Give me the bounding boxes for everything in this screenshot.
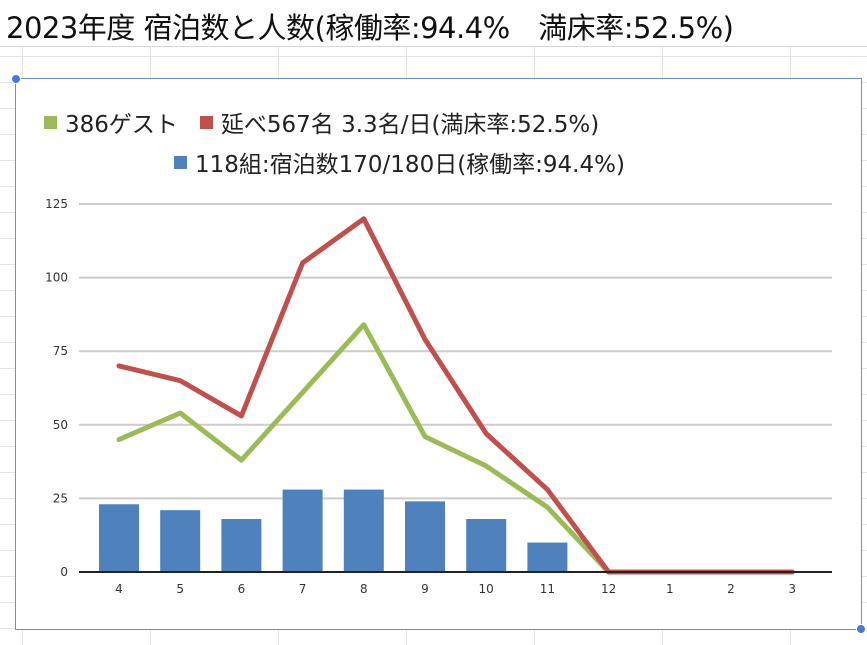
y-tick-label: 75: [53, 344, 68, 358]
bar: [160, 510, 201, 572]
legend-item-people: 延べ567名 3.3名/日(満床率:52.5%): [199, 105, 600, 139]
series-line: [116, 322, 795, 575]
x-tick-label: 11: [540, 582, 555, 596]
x-tick-label: 1: [666, 582, 674, 596]
resize-handle-bottom-right[interactable]: [856, 624, 866, 634]
x-tick-label: 9: [421, 582, 429, 596]
x-tick-label: 4: [115, 582, 123, 596]
x-tick-label: 2: [727, 582, 735, 596]
legend-label-people: 延べ567名 3.3名/日(満床率:52.5%): [220, 112, 600, 138]
x-tick-label: 8: [360, 582, 368, 596]
bar: [99, 504, 139, 572]
page-title: 2023年度 宿泊数と人数(稼働率:94.4% 満床率:52.5%): [6, 11, 734, 45]
resize-handle-top-left[interactable]: [11, 74, 21, 84]
bar: [343, 489, 384, 572]
x-tick-label: 12: [601, 582, 616, 596]
x-tick-label: 10: [479, 582, 494, 596]
bar: [405, 501, 445, 572]
y-tick-label: 25: [53, 491, 68, 505]
y-tick-label: 0: [60, 565, 68, 579]
y-tick-label: 50: [53, 418, 68, 432]
x-tick-label: 3: [788, 582, 796, 596]
legend-label-groups: 118組:宿泊数170/180日(稼働率:94.4%): [195, 152, 625, 178]
x-tick-label: 6: [238, 582, 246, 596]
bar: [221, 519, 262, 572]
legend-label-guests: 386ゲスト: [65, 112, 178, 138]
legend-swatch-people: [199, 115, 213, 129]
y-tick-label: 100: [45, 271, 68, 285]
x-tick-label: 5: [176, 582, 184, 596]
y-tick-label: 125: [45, 197, 68, 211]
legend-item-guests: 386ゲスト: [44, 105, 178, 139]
legend-row-1: 386ゲスト 延べ567名 3.3名/日(満床率:52.5%): [44, 105, 621, 139]
x-tick-label: 7: [299, 582, 307, 596]
legend-item-groups: 118組:宿泊数170/180日(稼働率:94.4%): [174, 145, 625, 179]
bar: [466, 519, 507, 572]
title-bar: 2023年度 宿泊数と人数(稼働率:94.4% 満床率:52.5%): [0, 0, 867, 47]
legend-swatch-groups: [174, 155, 187, 169]
legend-row-2: 118組:宿泊数170/180日(稼働率:94.4%): [174, 145, 647, 179]
series-line: [116, 216, 795, 575]
bar: [527, 542, 568, 572]
legend-swatch-guests: [44, 115, 57, 129]
bar: [282, 489, 323, 572]
chart-container[interactable]: 386ゲスト 延べ567名 3.3名/日(満床率:52.5%) 118組:宿泊数…: [11, 74, 866, 634]
